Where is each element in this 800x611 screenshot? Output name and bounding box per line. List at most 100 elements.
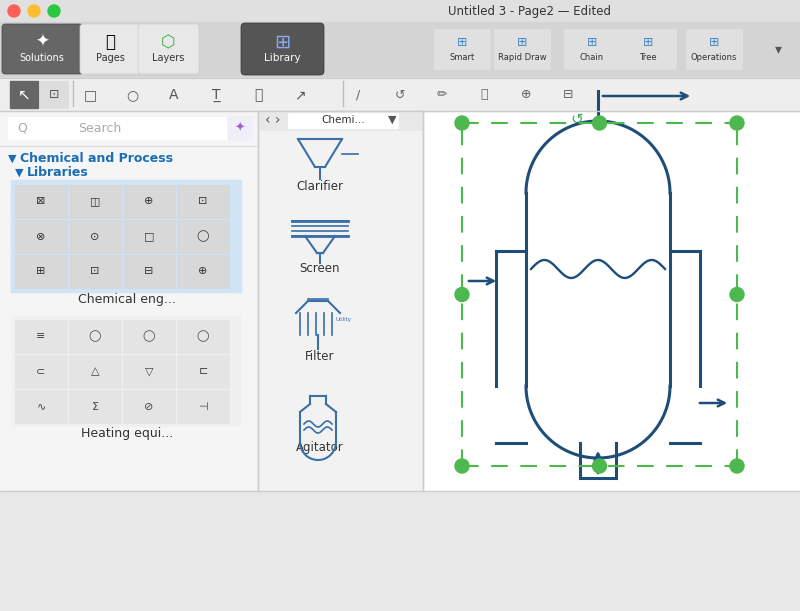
Circle shape bbox=[28, 5, 40, 17]
Text: ⊗: ⊗ bbox=[36, 232, 46, 241]
Text: ∿: ∿ bbox=[36, 401, 46, 411]
Bar bbox=[123, 185, 175, 218]
Circle shape bbox=[730, 288, 744, 301]
Bar bbox=[8, 117, 226, 139]
Text: ⟋: ⟋ bbox=[480, 89, 488, 101]
Text: ◯: ◯ bbox=[197, 331, 210, 342]
Text: ▼: ▼ bbox=[388, 115, 396, 125]
Text: ◯: ◯ bbox=[89, 331, 102, 342]
Bar bbox=[12, 181, 240, 291]
Text: Layers: Layers bbox=[152, 53, 184, 63]
Text: Pages: Pages bbox=[95, 53, 125, 63]
Text: ⊕: ⊕ bbox=[521, 89, 531, 101]
Bar bbox=[686, 29, 742, 69]
Bar bbox=[434, 29, 490, 69]
Text: ‹: ‹ bbox=[265, 113, 271, 127]
Bar bbox=[0, 78, 800, 111]
Bar bbox=[123, 220, 175, 253]
Bar bbox=[177, 220, 229, 253]
Text: ✦: ✦ bbox=[234, 122, 246, 134]
Text: Libraries: Libraries bbox=[27, 167, 89, 180]
Text: Tree: Tree bbox=[639, 53, 657, 62]
Circle shape bbox=[8, 5, 20, 17]
Circle shape bbox=[593, 116, 606, 130]
Circle shape bbox=[455, 288, 469, 301]
Text: ⊡: ⊡ bbox=[49, 89, 59, 101]
Text: ›: › bbox=[275, 113, 281, 127]
Text: ↖: ↖ bbox=[18, 87, 30, 103]
Text: 📄: 📄 bbox=[105, 33, 115, 51]
Bar bbox=[177, 255, 229, 288]
Circle shape bbox=[593, 459, 606, 473]
Bar bbox=[69, 390, 121, 423]
Bar bbox=[12, 316, 240, 426]
Bar bbox=[620, 29, 676, 69]
Bar bbox=[123, 255, 175, 288]
Text: ↺: ↺ bbox=[570, 111, 583, 126]
Text: ⊞: ⊞ bbox=[586, 35, 598, 48]
Text: ✏: ✏ bbox=[437, 89, 447, 101]
Text: ▼: ▼ bbox=[8, 154, 17, 164]
Text: ⊘: ⊘ bbox=[144, 401, 154, 411]
Circle shape bbox=[48, 5, 60, 17]
Bar bbox=[123, 390, 175, 423]
Text: Filter: Filter bbox=[306, 349, 334, 362]
Bar bbox=[258, 111, 423, 491]
Text: ✦: ✦ bbox=[35, 33, 49, 51]
Bar bbox=[10, 81, 38, 108]
Text: Chain: Chain bbox=[580, 53, 604, 62]
Text: ⊟: ⊟ bbox=[144, 266, 154, 277]
Bar bbox=[177, 320, 229, 353]
FancyBboxPatch shape bbox=[2, 24, 83, 74]
Bar bbox=[177, 355, 229, 388]
Bar bbox=[15, 390, 67, 423]
Text: ⊞: ⊞ bbox=[709, 35, 719, 48]
Bar bbox=[296, 313, 340, 335]
Bar bbox=[328, 139, 338, 147]
Bar bbox=[423, 111, 800, 491]
Circle shape bbox=[455, 459, 469, 473]
Text: ⊡: ⊡ bbox=[90, 266, 100, 277]
Bar bbox=[123, 320, 175, 353]
Circle shape bbox=[455, 116, 469, 130]
Text: ⊞: ⊞ bbox=[274, 32, 290, 51]
Text: ⊞: ⊞ bbox=[457, 35, 467, 48]
Text: Σ: Σ bbox=[91, 401, 98, 411]
Text: ⬡: ⬡ bbox=[161, 33, 175, 51]
Bar bbox=[0, 22, 800, 78]
Text: ⊞: ⊞ bbox=[642, 35, 654, 48]
Text: ⊞: ⊞ bbox=[517, 35, 527, 48]
Text: ⊞: ⊞ bbox=[36, 266, 46, 277]
Text: Smart: Smart bbox=[450, 53, 474, 62]
Bar bbox=[0, 111, 258, 491]
Text: Agitator: Agitator bbox=[296, 442, 344, 455]
Text: ○: ○ bbox=[126, 88, 138, 102]
Bar bbox=[258, 111, 423, 130]
Bar bbox=[69, 255, 121, 288]
Text: ◯: ◯ bbox=[142, 331, 155, 342]
Bar bbox=[15, 220, 67, 253]
Text: T̲: T̲ bbox=[212, 88, 220, 102]
Text: ⊡: ⊡ bbox=[198, 197, 208, 207]
Text: ⊏: ⊏ bbox=[198, 367, 208, 376]
FancyBboxPatch shape bbox=[138, 24, 199, 74]
Text: Chemical eng...: Chemical eng... bbox=[78, 293, 176, 306]
Text: Screen: Screen bbox=[300, 262, 340, 274]
Text: ≡: ≡ bbox=[36, 332, 46, 342]
Bar bbox=[0, 0, 800, 22]
Text: Heating equi...: Heating equi... bbox=[81, 428, 173, 441]
Bar bbox=[69, 320, 121, 353]
Bar bbox=[69, 355, 121, 388]
Text: Chemical and Process: Chemical and Process bbox=[20, 153, 173, 166]
Text: □: □ bbox=[144, 232, 154, 241]
Text: ⊕: ⊕ bbox=[144, 197, 154, 207]
Text: ⊂: ⊂ bbox=[36, 367, 46, 376]
Text: ⊟: ⊟ bbox=[562, 89, 574, 101]
Text: /: / bbox=[356, 89, 360, 101]
Text: Clarifier: Clarifier bbox=[297, 180, 343, 192]
Text: ↺: ↺ bbox=[394, 89, 406, 101]
Bar bbox=[15, 185, 67, 218]
Circle shape bbox=[730, 116, 744, 130]
Text: ⊕: ⊕ bbox=[198, 266, 208, 277]
Text: ⊣: ⊣ bbox=[198, 401, 208, 411]
